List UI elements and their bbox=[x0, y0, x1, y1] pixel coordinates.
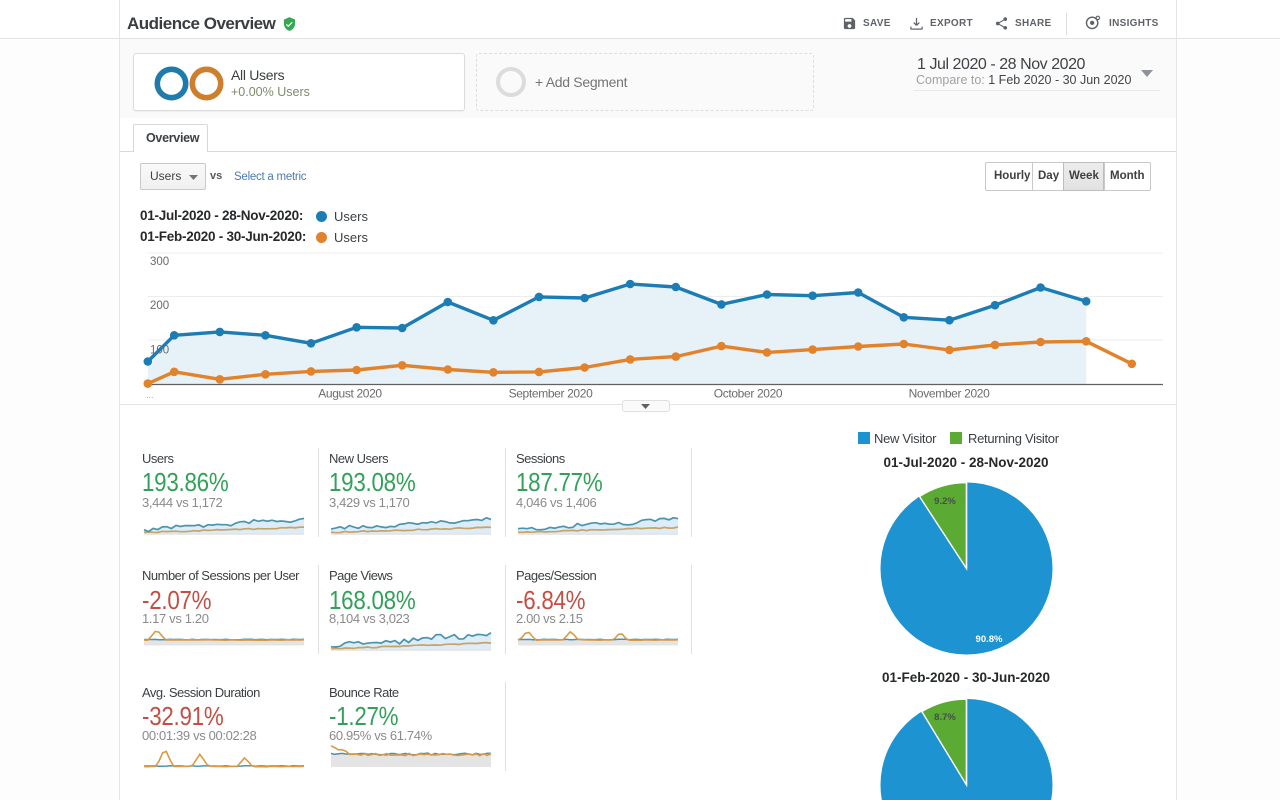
svg-text:100: 100 bbox=[150, 345, 169, 357]
svg-text:200: 200 bbox=[150, 300, 169, 312]
svg-text:September 2020: September 2020 bbox=[509, 387, 594, 401]
svg-text:October 2020: October 2020 bbox=[714, 387, 783, 401]
svg-text:300: 300 bbox=[150, 256, 169, 268]
svg-text:August 2020: August 2020 bbox=[318, 387, 382, 401]
svg-text:9.2%: 9.2% bbox=[934, 496, 956, 507]
svg-text:8.7%: 8.7% bbox=[934, 712, 956, 723]
svg-text:...: ... bbox=[146, 390, 154, 400]
svg-text:November 2020: November 2020 bbox=[909, 387, 991, 401]
svg-text:90.8%: 90.8% bbox=[976, 634, 1003, 645]
